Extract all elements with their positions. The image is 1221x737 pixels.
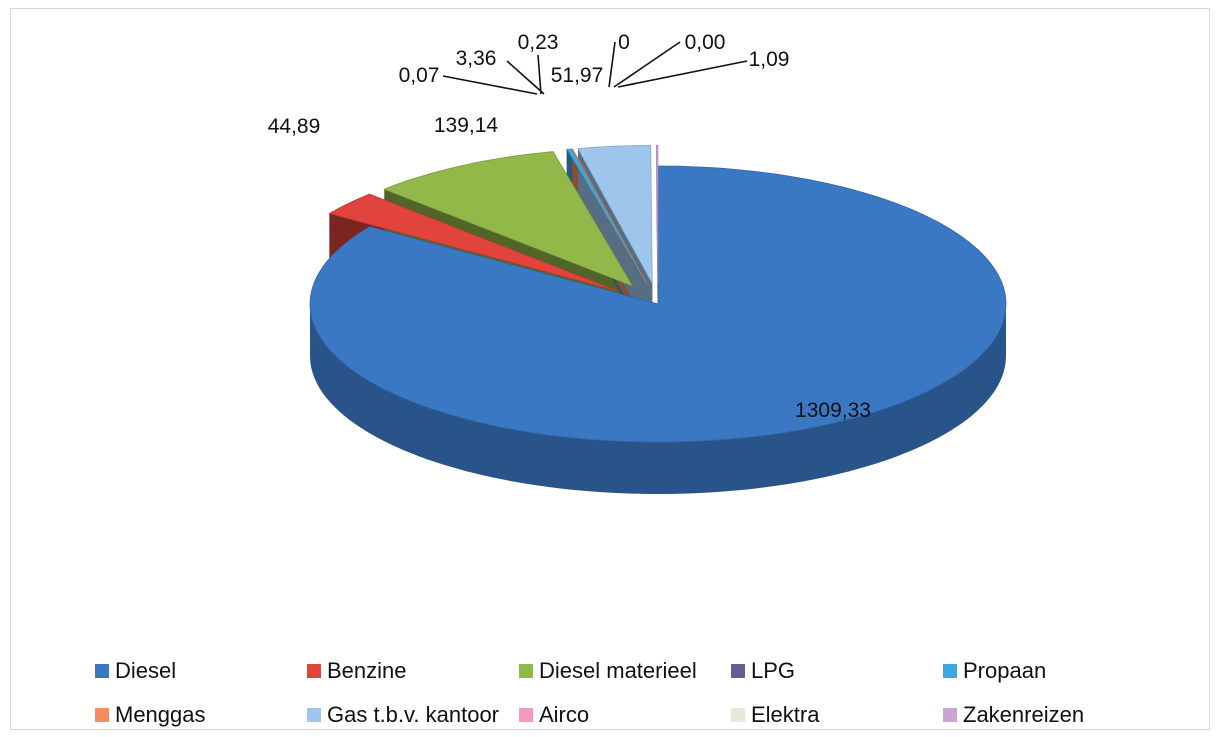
- legend-swatch: [943, 708, 957, 722]
- legend: Diesel Benzine Diesel materieel LPG Prop…: [95, 649, 1155, 737]
- legend-label: LPG: [751, 658, 796, 683]
- legend-swatch: [943, 664, 957, 678]
- pie-slice-diesel: [309, 165, 1007, 443]
- leader-line: [537, 54, 542, 95]
- legend-item: LPG: [731, 658, 943, 684]
- legend-item: Propaan: [943, 658, 1155, 684]
- pie-tops: [309, 144, 1007, 443]
- legend-label: Airco: [539, 702, 590, 727]
- legend-item: Elektra: [731, 702, 943, 728]
- legend-swatch: [307, 708, 321, 722]
- leader-line: [613, 41, 681, 88]
- data-label: 44,89: [268, 115, 321, 138]
- data-label: 0: [618, 31, 630, 54]
- legend-swatch: [519, 708, 533, 722]
- data-label: 1309,33: [795, 399, 871, 422]
- pie-slice-gas-t-b-v-kantoor: [577, 144, 653, 284]
- data-label: 3,36: [456, 47, 497, 70]
- legend-label: Diesel: [115, 658, 177, 683]
- legend-swatch: [307, 664, 321, 678]
- legend-swatch: [731, 708, 745, 722]
- legend-swatch: [519, 664, 533, 678]
- legend-label: Zakenreizen: [963, 702, 1085, 727]
- data-label: 1,09: [749, 48, 790, 71]
- data-label: 139,14: [434, 114, 499, 137]
- pie-slice-benzine: [328, 193, 618, 292]
- pie-chart: 1309,33 44,89 139,14 0,07 3,36 0,23 51,97 0 0,00…: [268, 31, 1007, 494]
- legend-item: Zakenreizen: [943, 702, 1155, 728]
- pie-slice-zakenreizen: [655, 144, 659, 284]
- legend-row: Diesel Benzine Diesel materieel LPG Prop…: [95, 649, 1155, 693]
- legend-item: Menggas: [95, 702, 307, 728]
- legend-swatch: [731, 664, 745, 678]
- legend-label: Diesel materieel: [539, 658, 697, 683]
- data-labels: 1309,33 44,89 139,14 0,07 3,36 0,23 51,97 0 0,00…: [268, 31, 871, 422]
- pie-slice-diesel-materieel: [383, 151, 634, 287]
- legend-item: Airco: [519, 702, 731, 728]
- leader-line: [617, 60, 748, 88]
- legend-label: Propaan: [963, 658, 1047, 683]
- legend-swatch: [95, 664, 109, 678]
- legend-label: Gas t.b.v. kantoor: [327, 702, 500, 727]
- legend-item: Benzine: [307, 658, 519, 684]
- pie-slice-edge: [310, 304, 1006, 494]
- data-label: 0,00: [685, 31, 726, 54]
- leader-line: [442, 75, 538, 95]
- data-label: 0,23: [518, 31, 559, 54]
- legend-row: Menggas Gas t.b.v. kantoor Airco Elektra…: [95, 693, 1155, 737]
- leader-line: [608, 41, 616, 88]
- legend-label: Benzine: [327, 658, 407, 683]
- legend-item: Gas t.b.v. kantoor: [307, 702, 519, 728]
- legend-label: Elektra: [751, 702, 820, 727]
- legend-label: Menggas: [115, 702, 206, 727]
- legend-item: Diesel: [95, 658, 307, 684]
- legend-item: Diesel materieel: [519, 658, 731, 684]
- data-label: 51,97: [551, 64, 604, 87]
- legend-swatch: [95, 708, 109, 722]
- pie-slice-menggas: [571, 148, 648, 284]
- chart-frame: 1309,33 44,89 139,14 0,07 3,36 0,23 51,97 0 0,00…: [10, 8, 1210, 730]
- data-label: 0,07: [399, 64, 440, 87]
- leader-line: [506, 60, 545, 95]
